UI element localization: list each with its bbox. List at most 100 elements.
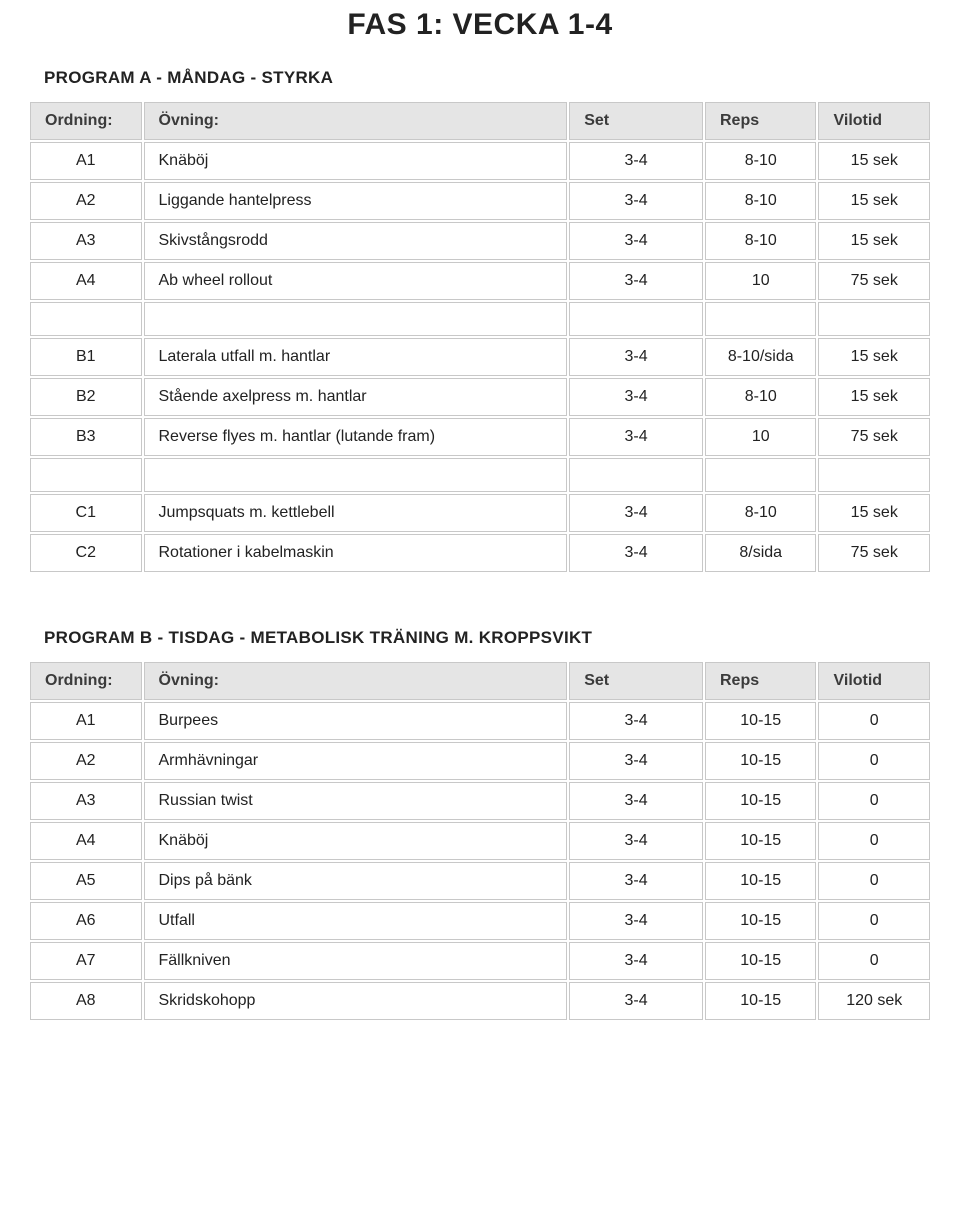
cell-ordning: A3 [30, 782, 142, 820]
cell-set: 3-4 [569, 378, 703, 416]
cell-ordning: B2 [30, 378, 142, 416]
cell-vilotid: 120 sek [818, 982, 930, 1020]
cell-ordning: A1 [30, 702, 142, 740]
table-row: A7Fällkniven3-410-150 [30, 942, 930, 980]
cell-ovning: Armhävningar [144, 742, 568, 780]
cell-ovning: Burpees [144, 702, 568, 740]
col-header-set: Set [569, 102, 703, 140]
page: FAS 1: VECKA 1-4 PROGRAM A - MÅNDAG - ST… [0, 8, 960, 1052]
cell-reps: 10-15 [705, 742, 817, 780]
table-row: A4Knäböj3-410-150 [30, 822, 930, 860]
cell-reps: 10-15 [705, 782, 817, 820]
cell-reps: 8/sida [705, 534, 817, 572]
cell-reps: 10-15 [705, 702, 817, 740]
cell-reps: 8-10/sida [705, 338, 817, 376]
table-row: A6Utfall3-410-150 [30, 902, 930, 940]
cell-ordning: A6 [30, 902, 142, 940]
cell-reps: 10 [705, 418, 817, 456]
col-header-reps: Reps [705, 102, 817, 140]
table-header-row: Ordning: Övning: Set Reps Vilotid [30, 102, 930, 140]
cell-ovning: Russian twist [144, 782, 568, 820]
cell-ordning: A3 [30, 222, 142, 260]
cell-ordning: A2 [30, 182, 142, 220]
cell-ovning: Fällkniven [144, 942, 568, 980]
spacer-cell [705, 458, 817, 492]
program-b-title: PROGRAM B - TISDAG - METABOLISK TRÄNING … [44, 628, 932, 648]
page-title: FAS 1: VECKA 1-4 [28, 8, 932, 42]
cell-reps: 10-15 [705, 982, 817, 1020]
table-row: A3Skivstångsrodd3-48-1015 sek [30, 222, 930, 260]
cell-vilotid: 0 [818, 742, 930, 780]
spacer-cell [30, 302, 142, 336]
table-row: A1Burpees3-410-150 [30, 702, 930, 740]
spacer-cell [144, 458, 568, 492]
program-b-table: Ordning: Övning: Set Reps Vilotid A1Burp… [28, 660, 932, 1022]
table-row: B1Laterala utfall m. hantlar3-48-10/sida… [30, 338, 930, 376]
cell-ordning: A7 [30, 942, 142, 980]
table-row [30, 458, 930, 492]
table-row: A1Knäböj3-48-1015 sek [30, 142, 930, 180]
table-row: C1Jumpsquats m. kettlebell3-48-1015 sek [30, 494, 930, 532]
table-row: A4Ab wheel rollout3-41075 sek [30, 262, 930, 300]
cell-set: 3-4 [569, 262, 703, 300]
cell-reps: 8-10 [705, 222, 817, 260]
cell-ordning: B3 [30, 418, 142, 456]
cell-ordning: C1 [30, 494, 142, 532]
cell-vilotid: 0 [818, 822, 930, 860]
cell-ovning: Skivstångsrodd [144, 222, 568, 260]
cell-ordning: B1 [30, 338, 142, 376]
col-header-ordning: Ordning: [30, 662, 142, 700]
col-header-vilotid: Vilotid [818, 662, 930, 700]
cell-set: 3-4 [569, 338, 703, 376]
table-row: A2Armhävningar3-410-150 [30, 742, 930, 780]
spacer-cell [569, 302, 703, 336]
cell-ovning: Jumpsquats m. kettlebell [144, 494, 568, 532]
spacer-cell [705, 302, 817, 336]
cell-vilotid: 15 sek [818, 222, 930, 260]
spacer-cell [818, 458, 930, 492]
cell-ovning: Dips på bänk [144, 862, 568, 900]
col-header-vilotid: Vilotid [818, 102, 930, 140]
col-header-ordning: Ordning: [30, 102, 142, 140]
cell-ordning: A2 [30, 742, 142, 780]
cell-ovning: Skridskohopp [144, 982, 568, 1020]
spacer-cell [30, 458, 142, 492]
cell-set: 3-4 [569, 742, 703, 780]
cell-set: 3-4 [569, 418, 703, 456]
cell-ordning: A5 [30, 862, 142, 900]
col-header-ovning: Övning: [144, 102, 568, 140]
cell-ovning: Rotationer i kabelmaskin [144, 534, 568, 572]
cell-reps: 10-15 [705, 942, 817, 980]
spacer-cell [569, 458, 703, 492]
cell-vilotid: 0 [818, 902, 930, 940]
cell-set: 3-4 [569, 862, 703, 900]
cell-set: 3-4 [569, 702, 703, 740]
cell-ovning: Liggande hantelpress [144, 182, 568, 220]
cell-ovning: Utfall [144, 902, 568, 940]
table-row: B3Reverse flyes m. hantlar (lutande fram… [30, 418, 930, 456]
cell-reps: 10-15 [705, 902, 817, 940]
cell-vilotid: 0 [818, 702, 930, 740]
cell-set: 3-4 [569, 182, 703, 220]
cell-ovning: Knäböj [144, 142, 568, 180]
col-header-reps: Reps [705, 662, 817, 700]
col-header-set: Set [569, 662, 703, 700]
cell-reps: 8-10 [705, 142, 817, 180]
cell-set: 3-4 [569, 534, 703, 572]
cell-reps: 8-10 [705, 182, 817, 220]
table-row: C2Rotationer i kabelmaskin3-48/sida75 se… [30, 534, 930, 572]
tables-gap [28, 574, 932, 610]
cell-reps: 8-10 [705, 494, 817, 532]
cell-set: 3-4 [569, 942, 703, 980]
cell-ovning: Laterala utfall m. hantlar [144, 338, 568, 376]
cell-set: 3-4 [569, 494, 703, 532]
cell-vilotid: 0 [818, 782, 930, 820]
cell-vilotid: 0 [818, 862, 930, 900]
table-header-row: Ordning: Övning: Set Reps Vilotid [30, 662, 930, 700]
cell-vilotid: 0 [818, 942, 930, 980]
cell-reps: 10-15 [705, 822, 817, 860]
cell-ovning: Ab wheel rollout [144, 262, 568, 300]
cell-ordning: A4 [30, 822, 142, 860]
cell-set: 3-4 [569, 822, 703, 860]
cell-vilotid: 75 sek [818, 262, 930, 300]
